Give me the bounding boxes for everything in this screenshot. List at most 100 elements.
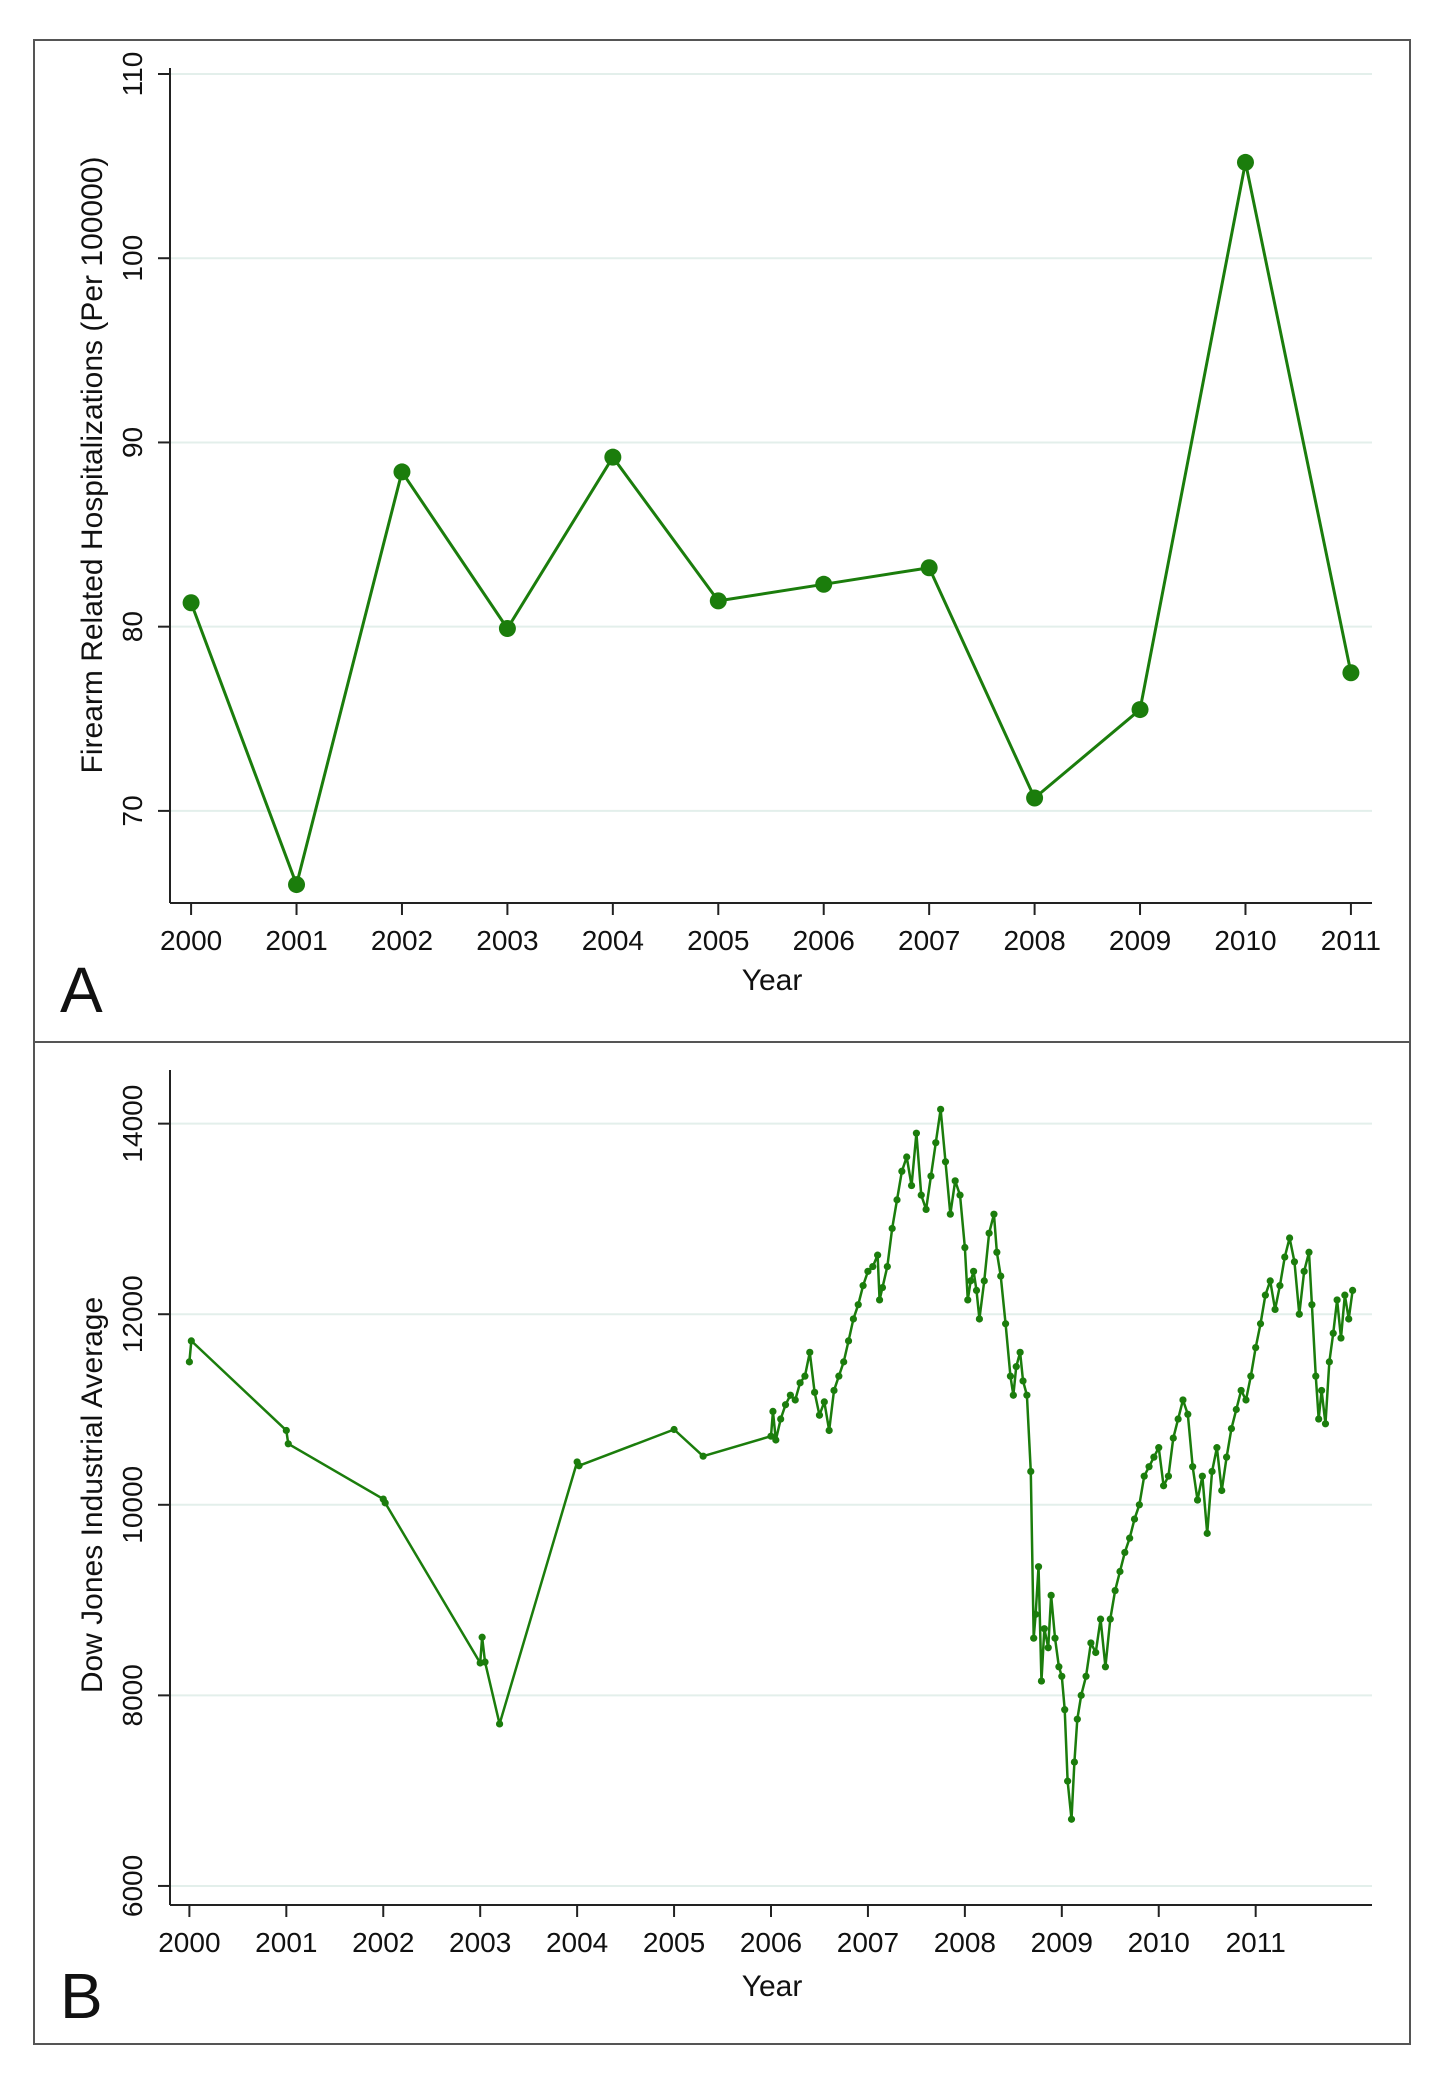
x-tick-label: 2004 — [546, 1927, 608, 1958]
data-point — [1030, 1634, 1038, 1642]
data-point — [1236, 153, 1254, 171]
x-tick-label: 2000 — [160, 925, 222, 956]
panel-b-x-axis-label: Year — [742, 1970, 803, 2003]
data-point — [288, 876, 306, 894]
panel-a-y-tick-labels: 70 80 90 100 110 — [117, 52, 148, 827]
data-point — [182, 594, 200, 612]
data-point — [1026, 789, 1044, 807]
x-tick-label: 2004 — [582, 925, 644, 956]
data-point — [1155, 1444, 1163, 1452]
data-point — [769, 1407, 777, 1416]
data-point — [946, 1210, 954, 1218]
panel-b-axes — [158, 1070, 1372, 1917]
data-point — [1121, 1548, 1129, 1557]
x-tick-label: 2008 — [934, 1927, 996, 1958]
panel-b-frame — [33, 1041, 1411, 2045]
data-point — [796, 1379, 804, 1387]
data-point — [888, 1224, 896, 1233]
data-point — [964, 1296, 972, 1304]
y-tick-label: 80 — [117, 611, 148, 642]
data-point — [1342, 664, 1360, 682]
data-point — [840, 1358, 848, 1366]
data-point — [1184, 1410, 1192, 1418]
data-point — [859, 1282, 867, 1290]
data-point — [767, 1432, 775, 1440]
data-point — [1116, 1567, 1124, 1576]
data-point — [282, 1426, 290, 1435]
x-tick-label: 2002 — [371, 925, 433, 956]
data-point — [1213, 1444, 1221, 1452]
data-point — [1203, 1529, 1211, 1537]
data-point — [1051, 1634, 1059, 1642]
data-point — [1061, 1706, 1069, 1714]
panel-a-x-tick-labels: 2000 2001 2002 2003 2004 2005 2006 2007 2008 2009… — [160, 925, 1381, 956]
data-point — [903, 1153, 911, 1161]
data-point — [912, 1129, 921, 1137]
data-point — [1256, 1320, 1265, 1328]
data-point — [932, 1139, 940, 1147]
data-point — [781, 1401, 790, 1409]
data-point — [1130, 1515, 1139, 1523]
data-point — [1092, 1648, 1100, 1657]
data-point — [791, 1396, 799, 1404]
x-tick-label: 2009 — [1031, 1927, 1093, 1958]
data-point — [1193, 1496, 1202, 1504]
data-point — [1325, 1358, 1333, 1366]
data-point — [854, 1301, 862, 1309]
data-point — [1096, 1615, 1105, 1623]
data-point — [1290, 1258, 1299, 1266]
data-point — [670, 1425, 678, 1434]
data-point — [1295, 1310, 1303, 1318]
data-point — [1164, 1472, 1173, 1480]
data-point — [1218, 1486, 1226, 1495]
data-point — [1111, 1586, 1119, 1595]
data-point — [1261, 1291, 1269, 1299]
data-point — [1317, 1386, 1326, 1395]
data-point — [1300, 1267, 1308, 1275]
panel-b-y-axis-label: Dow Jones Industrial Average — [76, 1297, 109, 1693]
data-point — [786, 1391, 794, 1399]
data-point — [1266, 1277, 1274, 1285]
data-point — [1222, 1453, 1231, 1461]
data-point — [937, 1105, 945, 1113]
data-point — [1312, 1372, 1320, 1380]
y-tick-label: 70 — [117, 795, 148, 826]
data-point — [478, 1633, 486, 1641]
data-point — [185, 1358, 193, 1366]
x-tick-label: 2003 — [476, 925, 538, 956]
data-point — [864, 1267, 872, 1275]
panel-a-axes — [158, 68, 1372, 915]
data-point — [1308, 1301, 1316, 1309]
data-point — [381, 1499, 389, 1507]
y-tick-label: 90 — [117, 427, 148, 458]
data-point — [1044, 1644, 1052, 1652]
data-point — [481, 1658, 489, 1666]
data-point — [1271, 1305, 1279, 1314]
series-line — [189, 160, 1353, 887]
y-tick-label: 12000 — [117, 1275, 148, 1353]
x-tick-label: 2003 — [449, 1927, 511, 1958]
y-tick-label: 6000 — [117, 1855, 148, 1917]
data-point — [1082, 1672, 1090, 1680]
x-tick-label: 2008 — [1003, 925, 1065, 956]
data-point — [969, 1267, 978, 1275]
data-point — [825, 1426, 833, 1435]
y-tick-label: 10000 — [117, 1466, 148, 1544]
data-point — [1286, 1234, 1294, 1242]
data-point — [1135, 1501, 1143, 1509]
data-point — [1101, 1663, 1110, 1671]
data-point — [187, 1337, 195, 1345]
data-point — [1070, 1758, 1079, 1766]
panel-b-y-tick-labels: 6000 8000 10000 12000 14000 — [117, 1085, 148, 1917]
panel-a-gridlines — [170, 73, 1372, 812]
data-point — [1227, 1424, 1236, 1433]
data-point — [815, 575, 833, 593]
data-point — [699, 1452, 707, 1460]
data-point — [1208, 1467, 1216, 1476]
data-point — [997, 1272, 1005, 1280]
data-point — [967, 1277, 975, 1285]
data-point — [961, 1243, 969, 1252]
data-point — [985, 1229, 993, 1237]
